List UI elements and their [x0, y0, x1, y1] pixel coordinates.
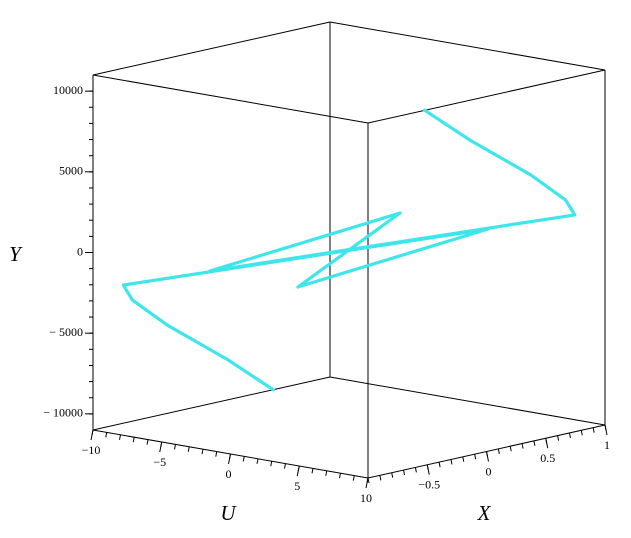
box-edge [92, 74, 369, 124]
u-minor-tick [242, 456, 245, 462]
box-edge [329, 21, 606, 71]
u-minor-tick [256, 458, 259, 464]
box-edge [92, 376, 331, 431]
u-tick [228, 453, 231, 465]
x-minor-tick [557, 435, 560, 441]
x-minor-tick [580, 430, 583, 436]
u-tick-label: 0 [226, 467, 232, 481]
u-tick [90, 429, 94, 441]
y-tick-label: − 5000 [49, 325, 83, 339]
u-minor-tick [284, 463, 286, 469]
x-minor-tick [379, 475, 382, 481]
x-minor-tick [497, 448, 500, 454]
u-axis-title: U [220, 501, 237, 525]
box-edge [92, 21, 331, 76]
u-minor-tick [105, 432, 108, 438]
u-minor-tick [352, 475, 355, 481]
y-tick-label: 10000 [53, 83, 83, 97]
x-tick-label: −0.5 [418, 478, 440, 492]
y-tick-label: − 10000 [43, 406, 83, 420]
x-tick [426, 464, 430, 475]
u-tick [365, 477, 369, 489]
u-minor-tick [270, 461, 273, 467]
u-minor-tick [174, 444, 176, 450]
x-minor-tick [367, 477, 370, 484]
box-edge [329, 376, 606, 426]
x-tick [604, 424, 608, 436]
u-minor-tick [146, 439, 149, 445]
x-tick-label: 0.5 [540, 451, 555, 465]
u-tick [159, 441, 163, 453]
box-edge [367, 69, 606, 124]
u-minor-tick [119, 434, 121, 440]
u-minor-tick [132, 437, 135, 443]
x-minor-tick [521, 443, 524, 449]
u-minor-tick [339, 473, 341, 479]
u-tick-label: 10 [360, 491, 372, 505]
u-tick-label: 5 [294, 479, 300, 493]
x-minor-tick [592, 427, 595, 433]
x-tick-label: 0 [486, 464, 492, 478]
x-minor-tick [450, 459, 453, 465]
u-minor-tick [311, 468, 314, 474]
x-minor-tick [462, 456, 465, 462]
x-minor-tick [533, 440, 536, 446]
x-tick [486, 451, 489, 462]
y-axis-title: Y [9, 242, 23, 266]
x-minor-tick [568, 432, 571, 439]
curve [121, 108, 577, 392]
x-minor-tick [509, 446, 512, 452]
u-minor-tick [325, 470, 328, 476]
u-tick-label: −10 [82, 443, 101, 457]
u-minor-tick [201, 449, 204, 455]
y-tick-label: 0 [77, 244, 83, 258]
x-minor-tick [391, 472, 394, 478]
u-tick [296, 465, 300, 477]
x-minor-tick [403, 469, 406, 476]
x-tick-label: 1 [604, 438, 610, 452]
y-tick-label: 5000 [59, 164, 83, 178]
u-tick-label: −5 [153, 455, 166, 469]
x-axis-title: X [477, 501, 492, 525]
x-tick [545, 438, 549, 449]
x-minor-tick [438, 462, 441, 468]
u-minor-tick [215, 451, 218, 457]
x-minor-tick [414, 467, 417, 473]
x-minor-tick [474, 454, 477, 460]
u-minor-tick [187, 446, 190, 452]
